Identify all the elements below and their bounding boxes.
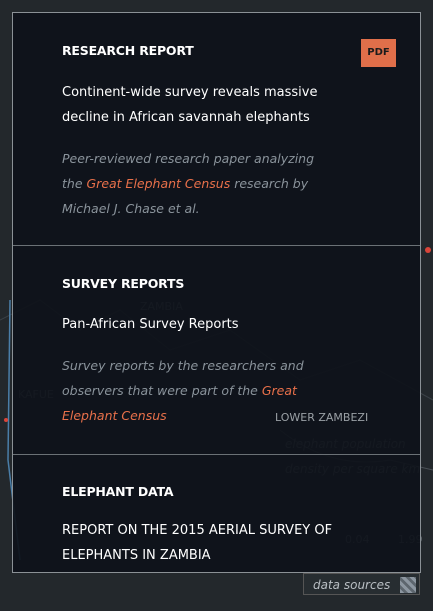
text: research by Michael J. Chase et al. xyxy=(62,176,309,216)
map-point xyxy=(425,247,431,253)
text: Peer-reviewed research paper analyzing t… xyxy=(62,151,315,191)
section-heading: SURVEY REPORTS xyxy=(62,276,185,291)
section-heading: ELEPHANT DATA xyxy=(62,484,174,499)
section: ELEPHANT DATA REPORT ON THE 2015 AERIAL … xyxy=(13,455,420,572)
section: SURVEY REPORTS Pan-African Survey Report… xyxy=(13,246,420,455)
data-sources-button[interactable]: data sources xyxy=(303,573,420,595)
link[interactable]: Great Elephant Census xyxy=(62,383,297,423)
info-panel: RESEARCH REPORT PDF Continent-wide surve… xyxy=(12,12,421,573)
section-title[interactable]: Continent-wide survey reveals massive de… xyxy=(62,85,318,125)
button-label: data sources xyxy=(313,578,391,592)
icon xyxy=(400,577,416,593)
section-description: Survey reports by the researchers and ob… xyxy=(62,353,322,428)
map-point xyxy=(4,418,8,422)
section-title[interactable]: Pan-African Survey Reports xyxy=(62,317,239,332)
section-title[interactable]: REPORT ON THE 2015 AERIAL SURVEY OF ELEP… xyxy=(62,523,333,563)
pdf-button[interactable]: PDF xyxy=(361,39,396,67)
text: Survey reports by the researchers and ob… xyxy=(62,358,304,398)
section: RESEARCH REPORT PDF Continent-wide surve… xyxy=(13,13,420,246)
section-description: Peer-reviewed research paper analyzing t… xyxy=(62,146,322,221)
map-label: LOWER ZAMBEZI xyxy=(275,411,369,424)
section-heading: RESEARCH REPORT xyxy=(62,43,194,58)
link[interactable]: Great Elephant Census xyxy=(86,176,231,191)
